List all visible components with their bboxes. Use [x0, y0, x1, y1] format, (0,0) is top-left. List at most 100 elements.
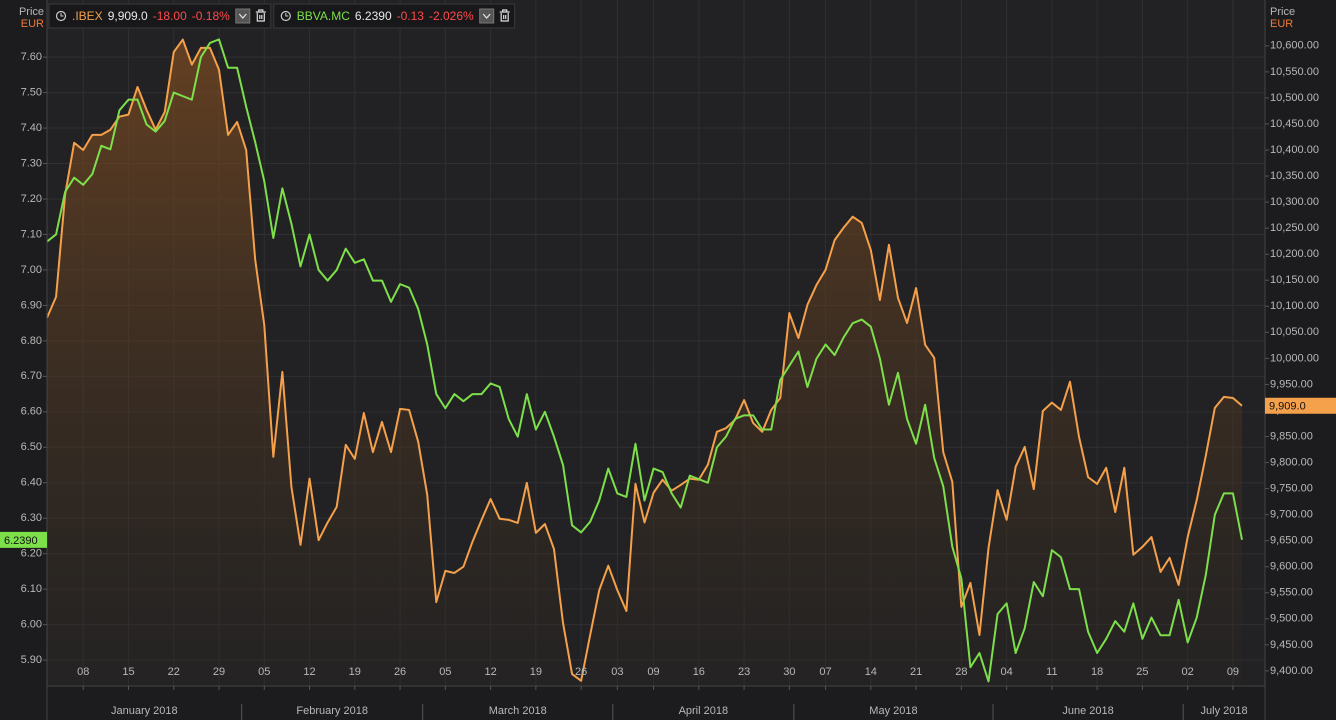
dropdown-button[interactable]: [235, 8, 251, 24]
x-tick-label: 19: [349, 666, 361, 678]
y2-tick-label: 10,150.00: [1270, 274, 1319, 286]
legend-change: -0.13: [397, 9, 425, 23]
price-tag-label: 9,909.0: [1269, 401, 1306, 413]
legend: .IBEX 9,909.0 -18.00 -0.18% BBVA.MC 6.2390 -0.…: [48, 3, 516, 29]
y2-tick-label: 10,200.00: [1270, 248, 1319, 260]
x-tick-label: 22: [168, 666, 180, 678]
legend-change: -18.00: [153, 9, 187, 23]
dropdown-button[interactable]: [479, 8, 495, 24]
y-tick-label: 6.10: [21, 583, 42, 595]
y2-tick-label: 10,500.00: [1270, 92, 1319, 104]
y2-tick-label: 9,650.00: [1270, 535, 1313, 547]
x-tick-label: 21: [910, 666, 922, 678]
y-tick-label: 5.90: [21, 654, 42, 666]
y-tick-label: 7.40: [21, 122, 42, 134]
price-tag: [1265, 397, 1336, 414]
y2-axis-unit: EUR: [1270, 18, 1293, 30]
y2-tick-label: 9,600.00: [1270, 561, 1313, 573]
x-tick-label: 11: [1046, 666, 1057, 678]
legend-name: BBVA.MC: [297, 9, 350, 23]
price-tag-label: 6.2390: [4, 535, 38, 547]
y2-tick-label: 10,550.00: [1270, 66, 1319, 78]
y2-tick-label: 10,000.00: [1270, 352, 1319, 364]
x-tick-label: 15: [122, 666, 134, 678]
x-tick-label: 30: [783, 666, 795, 678]
y-tick-label: 6.20: [21, 548, 42, 560]
x-tick-label: 05: [439, 666, 451, 678]
y2-tick-label: 10,400.00: [1270, 144, 1319, 156]
x-tick-label: 28: [955, 666, 967, 678]
y2-axis-label: Price: [1270, 6, 1295, 18]
x-tick-label: 25: [1136, 666, 1148, 678]
month-label: January 2018: [111, 705, 178, 717]
line: [46, 38, 1243, 682]
y2-tick-label: 10,300.00: [1270, 196, 1319, 208]
y-tick-label: 7.60: [21, 51, 42, 63]
legend-change-pct: -0.18%: [192, 9, 230, 23]
x-tick-label: 04: [1000, 666, 1012, 678]
clock-icon: [280, 10, 291, 22]
legend-box: [48, 3, 272, 29]
y2-tick-label: 10,100.00: [1270, 300, 1319, 312]
y-tick-label: 6.60: [21, 406, 42, 418]
y2-tick-label: 9,700.00: [1270, 509, 1313, 521]
x-tick-label: 09: [647, 666, 659, 678]
x-tick-label: 07: [819, 666, 831, 678]
y-axis-label: Price: [19, 6, 44, 18]
x-tick-label: 16: [693, 666, 705, 678]
y-tick-label: 6.90: [21, 299, 42, 311]
legend-name: .IBEX: [72, 9, 103, 23]
clock-hands: [60, 13, 64, 17]
legend-change-pct: -2.026%: [429, 9, 474, 23]
y-tick-label: 6.40: [21, 477, 42, 489]
x-tick-label: 03: [611, 666, 623, 678]
y-tick-label: 7.50: [21, 86, 42, 98]
y2-tick-label: 9,950.00: [1270, 378, 1313, 390]
x-tick-label: 18: [1091, 666, 1103, 678]
x-tick-label: 09: [1227, 666, 1239, 678]
y-tick-label: 7.30: [21, 157, 42, 169]
trash-icon[interactable]: [499, 9, 510, 22]
y2-tick-label: 9,750.00: [1270, 482, 1313, 494]
x-tick-label: 23: [738, 666, 750, 678]
y2-tick-label: 9,400.00: [1270, 665, 1313, 677]
y2-tick-label: 10,600.00: [1270, 40, 1319, 52]
y-tick-label: 6.80: [21, 335, 42, 347]
x-tick-label: 26: [394, 666, 406, 678]
legend-last: 6.2390: [355, 9, 392, 23]
area: [47, 39, 1242, 687]
x-tick-label: 26: [575, 666, 587, 678]
month-label: March 2018: [489, 705, 547, 717]
price-tag: [0, 531, 47, 548]
y2-tick-label: 9,850.00: [1270, 430, 1313, 442]
y2-tick-label: 10,450.00: [1270, 118, 1319, 130]
legend-box: [273, 3, 516, 29]
y-tick-label: 7.20: [21, 193, 42, 205]
y-axis-unit: EUR: [21, 18, 44, 30]
y2-tick-label: 9,500.00: [1270, 613, 1313, 625]
y2-tick-label: 10,050.00: [1270, 326, 1319, 338]
y-tick-label: 6.30: [21, 512, 42, 524]
month-label: July 2018: [1201, 705, 1248, 717]
plot: [46, 38, 1243, 687]
x-tick-label: 19: [530, 666, 542, 678]
dropdown-arrow: [238, 13, 247, 19]
y-tick-label: 7.00: [21, 264, 42, 276]
month-label: May 2018: [869, 705, 917, 717]
x-tick-label: 12: [303, 666, 315, 678]
x-tick-label: 12: [484, 666, 496, 678]
x-tick-label: 05: [258, 666, 270, 678]
y2-tick-label: 10,250.00: [1270, 222, 1319, 234]
clock-hands: [285, 13, 289, 17]
y-tick-label: 6.50: [21, 441, 42, 453]
x-tick-label: 08: [77, 666, 89, 678]
trash-icon[interactable]: [255, 9, 266, 22]
x-tick-label: 14: [865, 666, 877, 678]
y2-tick-label: 10,350.00: [1270, 170, 1319, 182]
month-label: February 2018: [296, 705, 368, 717]
line: [46, 38, 1243, 683]
y-tick-label: 6.70: [21, 370, 42, 382]
y2-tick-label: 9,550.00: [1270, 587, 1313, 599]
y2-tick-label: 9,450.00: [1270, 639, 1313, 651]
